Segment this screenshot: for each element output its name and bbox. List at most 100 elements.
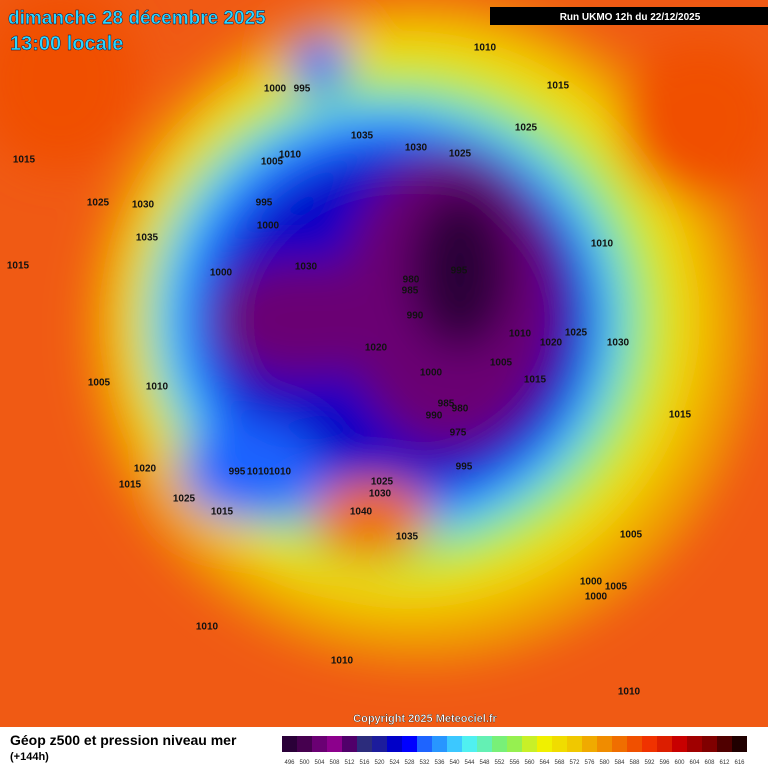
- pressure-label: 1010: [146, 382, 169, 393]
- color-swatch: [612, 736, 627, 752]
- color-swatch: [672, 736, 687, 752]
- pressure-label: 975: [450, 428, 467, 439]
- pressure-label: 1005: [605, 582, 628, 593]
- subtitle: 13:00 locale: [10, 33, 123, 55]
- colorbar-label: 580: [599, 760, 610, 766]
- color-swatch: [537, 736, 552, 752]
- pressure-label: 1020: [134, 464, 157, 475]
- colorbar-label: 564: [539, 760, 550, 766]
- colorbar-label: 552: [494, 760, 505, 766]
- colorbar-label: 592: [644, 760, 655, 766]
- pressure-label: 1030: [369, 489, 392, 500]
- pressure-label: 1025: [449, 149, 472, 160]
- color-swatch: [282, 736, 297, 752]
- color-swatch: [627, 736, 642, 752]
- colorbar-label: 544: [464, 760, 475, 766]
- pressure-label: 1040: [350, 507, 373, 518]
- pressure-label: 1010: [509, 329, 532, 340]
- pressure-label: 1005: [261, 157, 284, 168]
- colorbar-label: 524: [389, 760, 400, 766]
- pressure-label: 995: [294, 84, 311, 95]
- pressure-label: 1025: [515, 123, 538, 134]
- colorbar-label: 608: [704, 760, 715, 766]
- pressure-label: 1005: [490, 358, 513, 369]
- pressure-label: 1010: [247, 467, 270, 478]
- colorbar-label: 612: [719, 760, 730, 766]
- color-swatch: [702, 736, 717, 752]
- pressure-label: 1010: [618, 687, 641, 698]
- colorbar-label: 548: [479, 760, 490, 766]
- pressure-label: 1000: [264, 84, 287, 95]
- pressure-label: 1035: [136, 233, 159, 244]
- pressure-label: 1030: [607, 338, 630, 349]
- pressure-label: 1030: [295, 262, 318, 273]
- legend-title: Géop z500 et pression niveau mer: [10, 732, 237, 748]
- pressure-label: 980: [452, 404, 469, 415]
- pressure-label: 1015: [7, 261, 30, 272]
- colorbar-label: 540: [449, 760, 460, 766]
- pressure-label: 1025: [371, 477, 394, 488]
- pressure-label: 985: [438, 399, 455, 410]
- pressure-label: 995: [456, 462, 473, 473]
- pressure-label: 1015: [547, 81, 570, 92]
- pressure-label: 1030: [132, 200, 155, 211]
- pressure-label: 1010: [591, 239, 614, 250]
- colorbar-label: 568: [554, 760, 565, 766]
- pressure-label: 985: [402, 286, 419, 297]
- color-swatch: [387, 736, 402, 752]
- colorbar-label: 596: [659, 760, 670, 766]
- color-swatch: [297, 736, 312, 752]
- pressure-label: 1000: [580, 577, 603, 588]
- pressure-label: 1010: [331, 656, 354, 667]
- pressure-label: 1025: [565, 328, 588, 339]
- color-swatch: [492, 736, 507, 752]
- pressure-label: 1015: [669, 410, 692, 421]
- color-swatch: [687, 736, 702, 752]
- pressure-label: 1005: [88, 378, 111, 389]
- pressure-label: 1020: [540, 338, 563, 349]
- pressure-label: 1010: [474, 43, 497, 54]
- pressure-label: 1005: [620, 530, 643, 541]
- color-swatch: [717, 736, 732, 752]
- colorbar-label: 556: [509, 760, 520, 766]
- color-swatch: [567, 736, 582, 752]
- pressure-label: 1015: [524, 375, 547, 386]
- colorbar-label: 516: [359, 760, 370, 766]
- colorbar-label: 528: [404, 760, 415, 766]
- colorbar: 496 500 504 508 512 516 520 524 528 532 536 540 544 5…: [282, 736, 747, 766]
- color-swatch: [327, 736, 342, 752]
- color-swatch: [312, 736, 327, 752]
- pressure-label: 1000: [420, 368, 443, 379]
- colorbar-label: 520: [374, 760, 385, 766]
- pressure-label: 1010: [269, 467, 292, 478]
- color-swatch: [732, 736, 747, 752]
- color-swatch: [372, 736, 387, 752]
- color-swatch: [402, 736, 417, 752]
- pressure-label: 1035: [351, 131, 374, 142]
- color-swatch: [447, 736, 462, 752]
- pressure-label: 990: [426, 411, 443, 422]
- colorbar-label: 600: [674, 760, 685, 766]
- pressure-label: 995: [256, 198, 273, 209]
- colorbar-label: 572: [569, 760, 580, 766]
- color-swatch: [417, 736, 432, 752]
- colorbar-label: 560: [524, 760, 535, 766]
- pressure-label: 1025: [173, 494, 196, 505]
- pressure-label: 990: [407, 311, 424, 322]
- color-swatch: [597, 736, 612, 752]
- colorbar-label: 616: [734, 760, 745, 766]
- colorbar-label: 532: [419, 760, 430, 766]
- colorbar-label: 536: [434, 760, 445, 766]
- pressure-label: 1010: [196, 622, 219, 633]
- colorbar-label: 500: [299, 760, 310, 766]
- color-swatch: [357, 736, 372, 752]
- pressure-label: 1015: [211, 507, 234, 518]
- pressure-label: 1035: [396, 532, 419, 543]
- colorbar-label: 604: [689, 760, 700, 766]
- pressure-label: 1000: [585, 592, 608, 603]
- color-swatch: [462, 736, 477, 752]
- colorbar-label: 504: [314, 760, 325, 766]
